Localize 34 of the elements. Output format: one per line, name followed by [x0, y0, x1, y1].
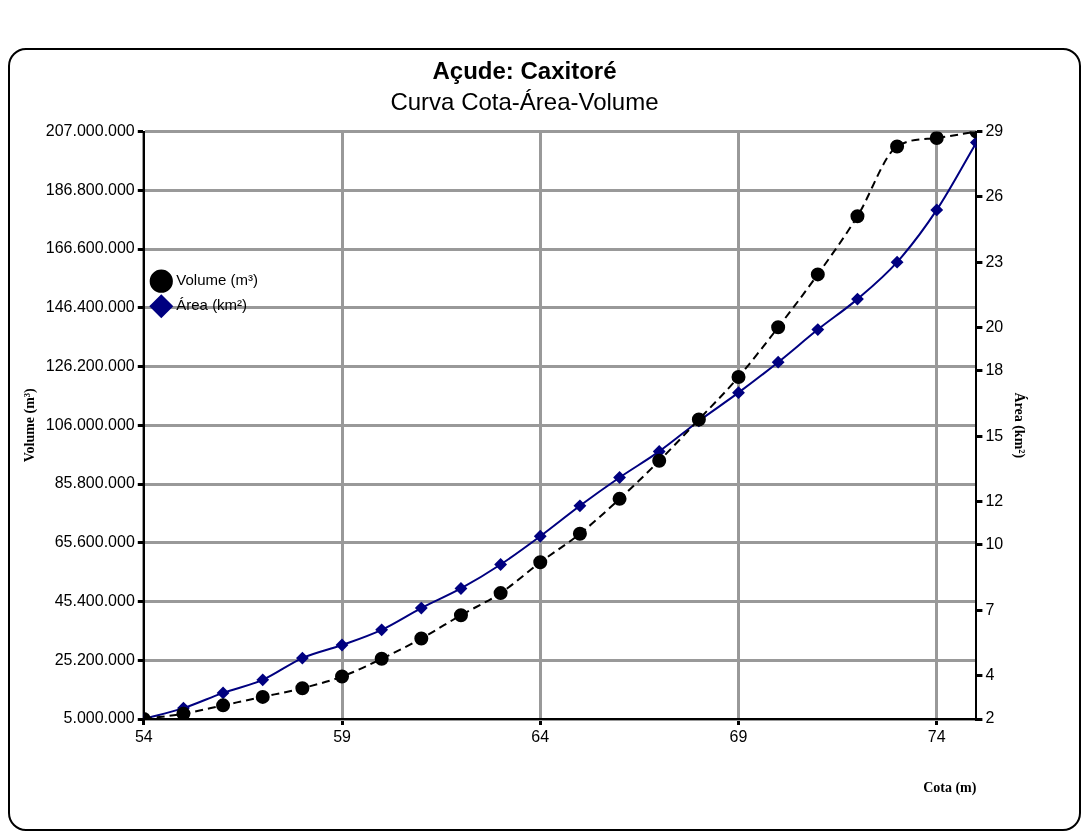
- x-tick-label: 54: [134, 728, 153, 746]
- y2-tick-label: 12: [985, 491, 1004, 509]
- y2-axis-title: Área (km²): [1010, 392, 1028, 459]
- y2-tick-label: 29: [985, 122, 1004, 140]
- y-tick-label: 207.000.000: [45, 122, 135, 140]
- chart-title: Açude: Caxitoré: [432, 57, 617, 85]
- chart-subtitle: Curva Cota-Área-Volume: [390, 87, 659, 115]
- y2-tick-label: 18: [985, 361, 1004, 379]
- y2-tick-label: 23: [985, 252, 1004, 270]
- x-tick-label: 69: [729, 728, 748, 746]
- y-axis-title: Volume (m³): [22, 387, 39, 463]
- y2-tick-label: 4: [985, 665, 995, 683]
- y-tick-label: 106.000.000: [45, 415, 135, 433]
- y2-tick-label: 7: [985, 600, 995, 618]
- legend-label: Área (km²): [176, 296, 248, 314]
- x-axis-title: Cota (m): [923, 780, 977, 797]
- y-tick-label: 146.400.000: [45, 298, 135, 316]
- y-tick-label: 5.000.000: [63, 709, 135, 727]
- y-tick-label: 45.400.000: [54, 591, 135, 609]
- y-tick-label: 186.800.000: [45, 180, 135, 198]
- x-tick-label: 74: [927, 728, 946, 746]
- legend-label: Volume (m³): [176, 271, 258, 289]
- y-tick-label: 25.200.000: [54, 650, 135, 668]
- y2-tick-label: 10: [985, 535, 1004, 553]
- y-tick-label: 126.200.000: [45, 356, 135, 374]
- y-tick-label: 85.800.000: [54, 474, 135, 492]
- y2-tick-label: 15: [985, 426, 1004, 444]
- y2-tick-label: 26: [985, 187, 1004, 205]
- y-tick-label: 65.600.000: [54, 533, 135, 551]
- y2-tick-label: 20: [985, 317, 1004, 335]
- y2-tick-label: 2: [985, 709, 995, 727]
- x-tick-label: 64: [531, 728, 550, 746]
- y-tick-label: 166.600.000: [45, 239, 135, 257]
- x-tick-label: 59: [333, 728, 352, 746]
